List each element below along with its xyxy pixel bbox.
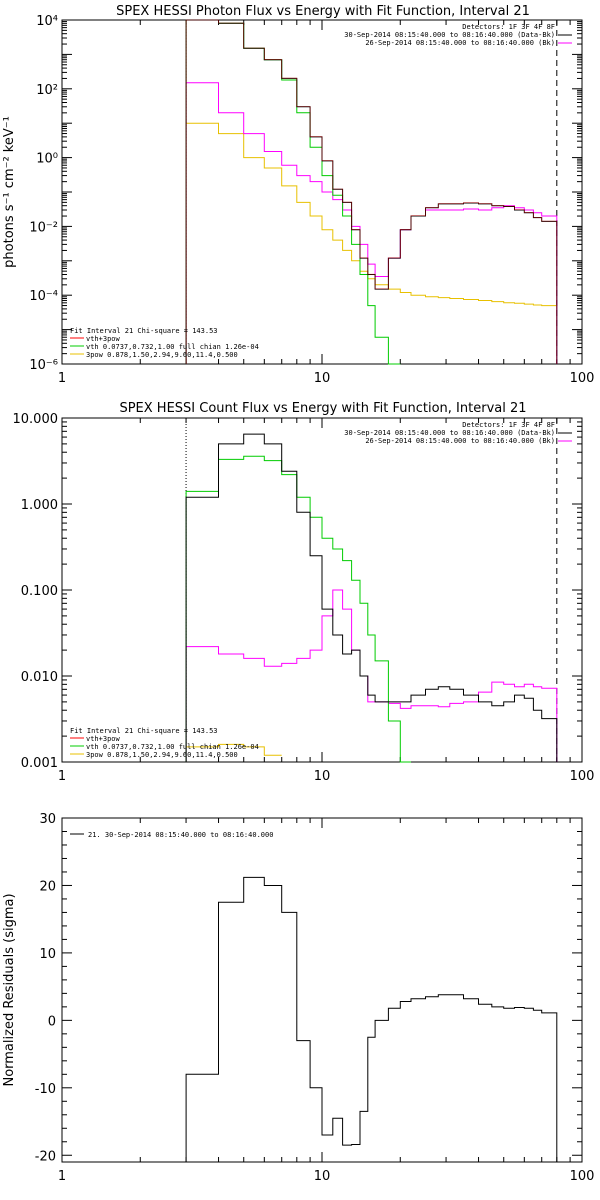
photon-flux-panel: SPEX HESSI Photon Flux vs Energy with Fi…: [2, 4, 594, 386]
legend-fit-interval: Fit Interval 21 Chi-square = 143.53: [70, 727, 218, 735]
y-tick-label: 0.100: [21, 584, 58, 599]
panel3-ylabel: Normalized Residuals (sigma): [2, 893, 17, 1086]
y-tick-label: 30: [39, 812, 56, 827]
x-tick-label: 1: [58, 769, 66, 784]
legend-detectors: Detectors: 1F 3F 4F 8F: [462, 23, 555, 31]
legend-data-bk: 30-Sep-2014 08:15:40.000 to 08:16:40.000…: [344, 31, 555, 39]
legend-bk: 26-Sep-2014 08:15:40.000 to 08:16:40.000…: [365, 437, 555, 445]
legend-total: vth+3pow: [86, 735, 121, 743]
x-tick-label: 10: [314, 769, 331, 784]
panel2-legend-left: Fit Interval 21 Chi-square = 143.53 vth+…: [70, 727, 259, 759]
legend-data-bk: 30-Sep-2014 08:15:40.000 to 08:16:40.000…: [344, 429, 555, 437]
y-tick-label: 10⁻⁶: [29, 358, 58, 373]
y-tick-label: 20: [39, 879, 56, 894]
y-tick-label: 10⁰: [36, 152, 58, 167]
y-tick-label: 1.000: [21, 498, 58, 513]
y-tick-label: 0.001: [21, 756, 58, 771]
series-data: [185, 433, 558, 762]
y-tick-label: 10⁻²: [29, 220, 58, 235]
series-data: [185, 19, 558, 364]
x-tick-label: 1: [58, 371, 66, 386]
legend-total: vth+3pow: [86, 335, 121, 343]
legend-3pow: 3pow 0.878,1.50,2.94,9.60,11.4,0.500: [86, 351, 238, 359]
legend-vth: vth 0.0737,0.732,1.00 full chian 1.26e-0…: [86, 343, 259, 351]
series-vth: [185, 455, 411, 763]
count-flux-panel: SPEX HESSI Count Flux vs Energy with Fit…: [13, 401, 595, 784]
panel1-legend-left: Fit Interval 21 Chi-square = 143.53 vth+…: [70, 327, 259, 359]
series-background: [185, 82, 558, 364]
series-3pow: [186, 122, 557, 307]
series-3pow: [186, 743, 282, 756]
series-background: [185, 589, 558, 762]
y-tick-label: 0.010: [21, 670, 58, 685]
panel1-legend-right: Detectors: 1F 3F 4F 8F 30-Sep-2014 08:15…: [344, 23, 572, 47]
y-tick-label: 10⁴: [36, 14, 58, 29]
y-tick-label: 10²: [36, 83, 58, 98]
legend-3pow: 3pow 0.878,1.50,2.94,9.60,11.4,0.500: [86, 751, 238, 759]
panel2-legend-right: Detectors: 1F 3F 4F 8F 30-Sep-2014 08:15…: [344, 421, 572, 445]
x-tick-label: 100: [570, 1169, 595, 1184]
y-tick-label: -10: [35, 1082, 56, 1097]
panel2-title: SPEX HESSI Count Flux vs Energy with Fit…: [119, 401, 526, 416]
legend-detectors: Detectors: 1F 3F 4F 8F: [462, 421, 555, 429]
legend-bk: 26-Sep-2014 08:15:40.000 to 08:16:40.000…: [365, 39, 555, 47]
y-tick-label: 0: [48, 1014, 56, 1029]
legend-fit-interval: Fit Interval 21 Chi-square = 143.53: [70, 327, 218, 335]
y-tick-label: -20: [35, 1149, 56, 1164]
x-tick-label: 100: [570, 371, 595, 386]
y-tick-label: 10: [39, 947, 56, 962]
panel1-ylabel: photons s⁻¹ cm⁻² keV⁻¹: [2, 116, 17, 268]
legend-vth: vth 0.0737,0.732,1.00 full chian 1.26e-0…: [86, 743, 259, 751]
x-tick-label: 10: [314, 1169, 331, 1184]
residuals-panel: Normalized Residuals (sigma) 1 10 10030201…: [2, 812, 594, 1184]
x-tick-label: 100: [570, 769, 595, 784]
series-vth: [185, 19, 401, 365]
x-tick-label: 10: [314, 371, 331, 386]
x-tick-label: 1: [58, 1169, 66, 1184]
y-tick-label: 10.000: [13, 412, 59, 427]
legend-residual: 21. 30-Sep-2014 08:15:40.000 to 08:16:40…: [88, 831, 273, 839]
series-residuals: [185, 876, 558, 1162]
panel1-title: SPEX HESSI Photon Flux vs Energy with Fi…: [116, 4, 530, 19]
series-total-fit: [185, 19, 558, 364]
y-tick-label: 10⁻⁴: [29, 289, 58, 304]
